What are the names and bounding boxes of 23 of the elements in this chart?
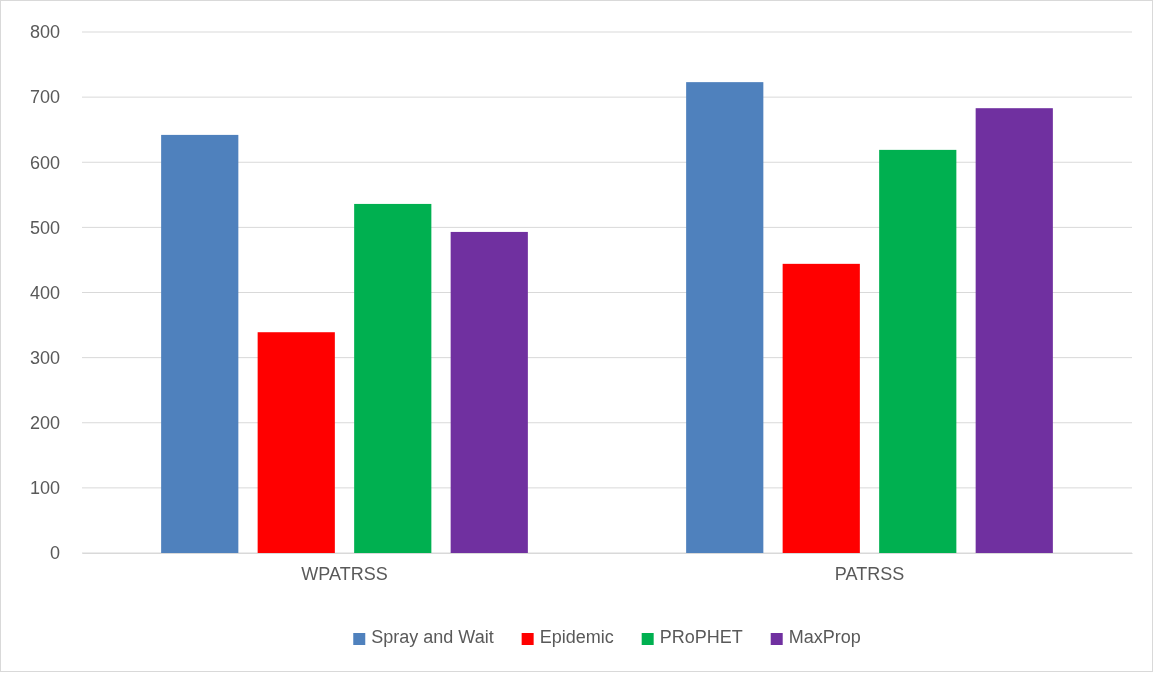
x-tick-label: PATRSS: [834, 563, 905, 584]
bar: [782, 263, 860, 553]
y-tick-label: 700: [29, 87, 60, 108]
y-tick-label: 100: [29, 478, 60, 499]
legend-label: Epidemic: [539, 627, 614, 647]
legend-label: MaxProp: [788, 627, 861, 647]
x-tick-label: WPATRSS: [301, 563, 388, 584]
bar: [975, 108, 1053, 553]
y-tick-label: 400: [29, 282, 60, 303]
legend-label: Spray and Wait: [371, 627, 494, 647]
bar: [354, 203, 432, 553]
y-tick-label: 300: [29, 347, 60, 368]
y-tick-label: 0: [49, 543, 60, 564]
y-tick-label: 800: [29, 22, 60, 43]
y-tick-label: 500: [29, 217, 60, 238]
bar: [450, 231, 528, 553]
bar: [686, 82, 764, 553]
legend-label: PRoPHET: [659, 627, 743, 647]
y-tick-label: 600: [29, 152, 60, 173]
y-tick-label: 200: [29, 413, 60, 434]
bar: [879, 149, 957, 553]
bar: [257, 332, 335, 553]
bar: [161, 134, 239, 553]
